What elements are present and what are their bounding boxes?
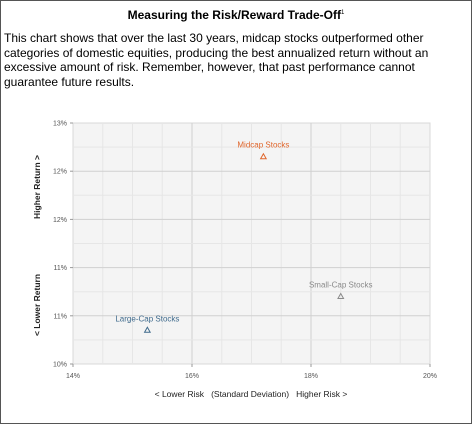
grid [73, 123, 430, 364]
point-label: Large-Cap Stocks [115, 314, 179, 323]
y-axis-title-top: Higher Return > [32, 155, 42, 219]
y-tick-label: 12% [53, 169, 67, 176]
y-tick-label: 11% [54, 313, 68, 320]
y-tick-label: 13% [53, 121, 67, 128]
chart-heading: Measuring the Risk/Reward Trade-Off1 [0, 8, 472, 22]
y-axis-ticks: 10% 11% 11% 12% 12% 13% [53, 121, 73, 369]
point-label: Small-Cap Stocks [309, 281, 373, 290]
point-marker [337, 292, 345, 300]
x-tick-label: 14% [66, 373, 80, 380]
x-tick-label: 18% [304, 373, 318, 380]
x-axis-ticks: 14% 16% 18% 20% [66, 364, 437, 380]
x-tick-label: 20% [423, 373, 437, 380]
footnote-marker: 1 [341, 10, 345, 16]
chart-description: This chart shows that over the last 30 y… [4, 31, 429, 89]
chart-heading-text: Measuring the Risk/Reward Trade-Off [127, 8, 342, 22]
x-tick-label: 16% [185, 373, 199, 380]
y-tick-label: 11% [54, 265, 68, 272]
y-axis-title-bottom: < Lower Return [32, 274, 42, 336]
y-tick-label: 12% [53, 217, 67, 224]
data-points: Midcap Stocks Small-Cap Stocks Large-Cap S… [115, 141, 373, 333]
point-marker [143, 326, 152, 333]
point-marker [259, 152, 268, 160]
y-tick-label: 10% [53, 362, 67, 369]
x-axis-title: < Lower Risk (Standard Deviation) Higher… [155, 389, 348, 399]
point-label: Midcap Stocks [237, 141, 289, 150]
